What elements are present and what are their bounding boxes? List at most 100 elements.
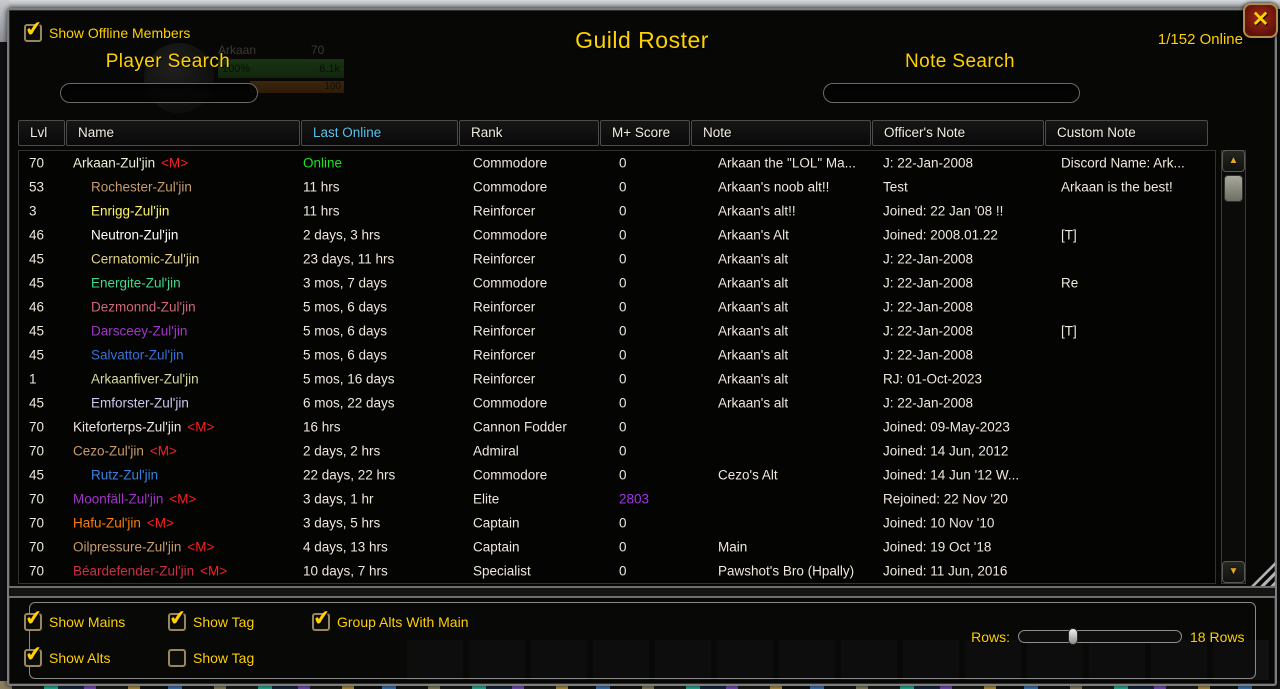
cell-rank: Elite: [473, 491, 500, 507]
table-row[interactable]: 70 Moonfäll-Zul'jin <M> 3 days, 1 hr Elite 28…: [19, 487, 1215, 511]
cell-officer-note: Joined: 2008.01.22: [883, 227, 998, 243]
show-offline-checkbox[interactable]: ✔ Show Offline Members: [24, 17, 190, 42]
table-row[interactable]: 70 Kiteforterps-Zul'jin <M> 16 hrs Cannon Fo…: [19, 415, 1215, 439]
cell-note: Arkaan's alt: [718, 299, 789, 315]
table-row[interactable]: 70 Arkaan-Zul'jin <M> Online Commodore 0 Arkaa…: [19, 151, 1215, 175]
guild-roster-window: Arkaan 70 100% 6.1k 100 ✔ Show Offline Me…: [7, 3, 1278, 686]
cell-player-name: Emforster-Zul'jin: [91, 395, 189, 411]
section-divider: [9, 586, 1275, 598]
column-header-score[interactable]: M+ Score: [600, 120, 690, 146]
show-tag-mains-checkbox[interactable]: ✔ Show Tag: [168, 606, 254, 631]
group-alts-checkbox[interactable]: ✔ Group Alts With Main: [312, 606, 469, 631]
cell-officer-note: J: 22-Jan-2008: [883, 395, 974, 411]
column-header-lvl[interactable]: Lvl: [18, 120, 65, 146]
show-alts-checkbox[interactable]: ✔ Show Alts: [24, 642, 110, 667]
cell-last-online: 6 mos, 22 days: [303, 395, 395, 411]
show-mains-checkbox[interactable]: ✔ Show Mains: [24, 606, 125, 631]
cell-mplus-score: 0: [619, 467, 627, 483]
player-search-input[interactable]: [60, 83, 258, 103]
table-row[interactable]: 70 Hafu-Zul'jin <M> 3 days, 5 hrs Captain 0 Jo…: [19, 511, 1215, 535]
checkbox-box: ✔: [24, 642, 44, 667]
table-row[interactable]: 70 Oilpressure-Zul'jin <M> 4 days, 13 hrs Ca…: [19, 535, 1215, 559]
rows-slider[interactable]: [1018, 628, 1182, 645]
table-row[interactable]: 45 Salvattor-Zul'jin 5 mos, 6 days Reinforc…: [19, 343, 1215, 367]
cell-mplus-score: 0: [619, 203, 627, 219]
resize-grip[interactable]: [1249, 562, 1275, 588]
table-row[interactable]: 53 Rochester-Zul'jin 11 hrs Commodore 0 Arkaa…: [19, 175, 1215, 199]
cell-rank: Reinforcer: [473, 371, 536, 387]
cell-mplus-score: 0: [619, 539, 627, 555]
cell-rank: Commodore: [473, 179, 548, 195]
scroll-up-button[interactable]: ▲: [1222, 150, 1245, 172]
cell-last-online: 3 days, 5 hrs: [303, 515, 381, 531]
table-row[interactable]: 70 Béardefender-Zul'jin <M> 10 days, 7 hrs S…: [19, 559, 1215, 583]
cell-mplus-score: 0: [619, 275, 627, 291]
main-tag: <M>: [161, 155, 189, 171]
column-header-note[interactable]: Note: [691, 120, 871, 146]
cell-officer-note: RJ: 01-Oct-2023: [883, 371, 983, 387]
table-row[interactable]: 3 Enrigg-Zul'jin 11 hrs Reinforcer 0 Arkaan's…: [19, 199, 1215, 223]
scrollbar-thumb[interactable]: [1224, 175, 1243, 202]
table-row[interactable]: 45 Cernatomic-Zul'jin 23 days, 11 hrs Reinf…: [19, 247, 1215, 271]
cell-player-name: Kiteforterps-Zul'jin <M>: [73, 419, 215, 435]
table-row[interactable]: 45 Darsceey-Zul'jin 5 mos, 6 days Reinforce…: [19, 319, 1215, 343]
page-title: Guild Roster: [575, 27, 709, 53]
cell-rank: Cannon Fodder: [473, 419, 567, 435]
cell-level: 70: [29, 491, 45, 507]
note-search-input[interactable]: [823, 83, 1080, 103]
check-icon: ✔: [311, 606, 332, 631]
table-row[interactable]: 45 Energite-Zul'jin 3 mos, 7 days Commodore…: [19, 271, 1215, 295]
table-row[interactable]: 45 Emforster-Zul'jin 6 mos, 22 days Commodo…: [19, 391, 1215, 415]
column-header-rank[interactable]: Rank: [459, 120, 599, 146]
cell-last-online: 10 days, 7 hrs: [303, 563, 388, 579]
cell-note: Arkaan's alt: [718, 251, 789, 267]
cell-player-name: Cernatomic-Zul'jin: [91, 251, 200, 267]
cell-officer-note: J: 22-Jan-2008: [883, 275, 974, 291]
cell-last-online: 11 hrs: [303, 179, 340, 195]
scroll-down-button[interactable]: ▼: [1222, 561, 1245, 583]
cell-level: 3: [29, 203, 37, 219]
roster-table-body: 70 Arkaan-Zul'jin <M> Online Commodore 0 Arkaa…: [18, 150, 1216, 584]
cell-note: Arkaan's noob alt!!: [718, 179, 830, 195]
cell-mplus-score: 0: [619, 515, 627, 531]
cell-rank: Reinforcer: [473, 251, 536, 267]
cell-last-online: 3 mos, 7 days: [303, 275, 388, 291]
show-tag-alts-checkbox[interactable]: ✔ Show Tag: [168, 649, 254, 667]
table-row[interactable]: 46 Neutron-Zul'jin 2 days, 3 hrs Commodore 0…: [19, 223, 1215, 247]
table-row[interactable]: 1 Arkaanfiver-Zul'jin 5 mos, 16 days Reinfo…: [19, 367, 1215, 391]
cell-rank: Reinforcer: [473, 299, 536, 315]
table-row[interactable]: 45 Rutz-Zul'jin 22 days, 22 hrs Commodore 0 C…: [19, 463, 1215, 487]
cell-rank: Commodore: [473, 275, 548, 291]
scrollbar-track[interactable]: [1221, 150, 1246, 584]
cell-level: 46: [29, 299, 45, 315]
cell-mplus-score: 0: [619, 251, 627, 267]
column-header-name[interactable]: Name: [66, 120, 300, 146]
table-row[interactable]: 70 Cezo-Zul'jin <M> 2 days, 2 hrs Admiral 0 Jo…: [19, 439, 1215, 463]
cell-rank: Specialist: [473, 563, 531, 579]
column-header-custom_note[interactable]: Custom Note: [1045, 120, 1208, 146]
cell-mplus-score: 0: [619, 371, 627, 387]
cell-rank: Captain: [473, 515, 520, 531]
table-row[interactable]: 46 Dezmonnd-Zul'jin 5 mos, 6 days Reinforce…: [19, 295, 1215, 319]
main-tag: <M>: [200, 563, 228, 579]
cell-mplus-score: 0: [619, 227, 627, 243]
cell-mplus-score: 0: [619, 563, 627, 579]
rows-slider-thumb[interactable]: [1067, 628, 1078, 645]
cell-level: 53: [29, 179, 45, 195]
column-header-officer_note[interactable]: Officer's Note: [872, 120, 1044, 146]
cell-mplus-score: 0: [619, 443, 627, 459]
cell-note: Arkaan's alt: [718, 323, 789, 339]
cell-rank: Reinforcer: [473, 323, 536, 339]
cell-officer-note: J: 22-Jan-2008: [883, 323, 974, 339]
cell-player-name: Rochester-Zul'jin: [91, 179, 192, 195]
cell-mplus-score: 0: [619, 299, 627, 315]
close-button[interactable]: ✕: [1243, 3, 1278, 38]
cell-mplus-score: 0: [619, 179, 627, 195]
note-search-label: Note Search: [904, 51, 1015, 72]
column-header-last_online[interactable]: Last Online: [301, 120, 458, 146]
cell-rank: Reinforcer: [473, 203, 536, 219]
checkbox-box: ✔: [168, 649, 186, 667]
cell-officer-note: J: 22-Jan-2008: [883, 155, 974, 171]
cell-note: Arkaan's Alt: [718, 227, 789, 243]
